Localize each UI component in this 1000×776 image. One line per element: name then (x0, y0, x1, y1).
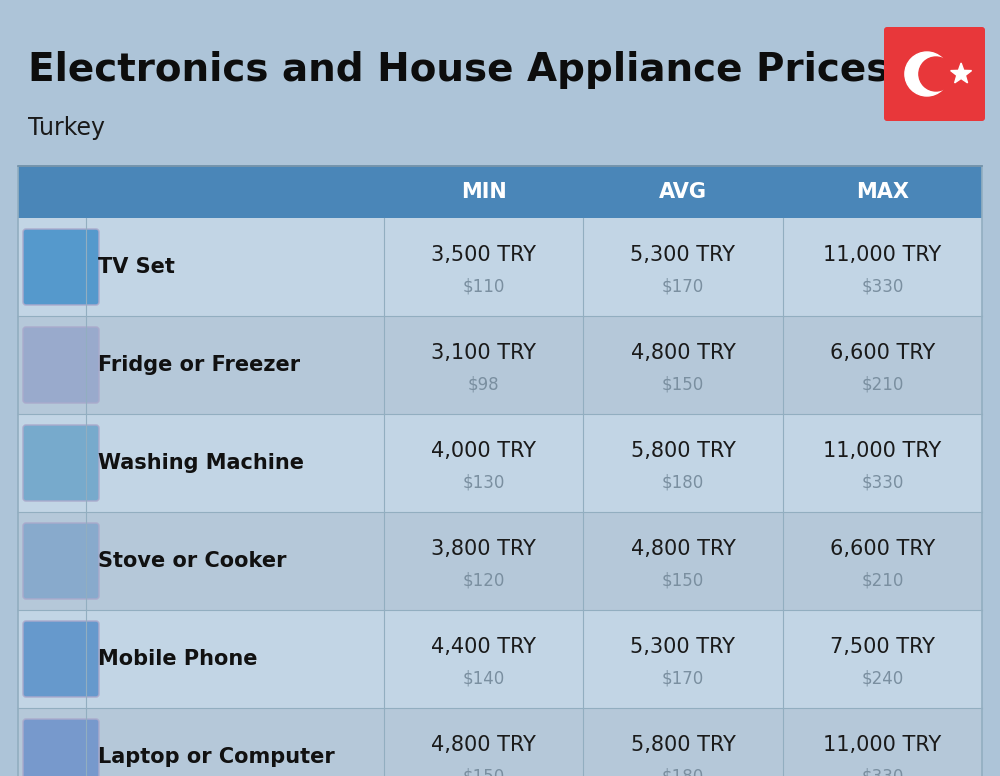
Text: 4,800 TRY: 4,800 TRY (631, 343, 735, 363)
Text: AVG: AVG (659, 182, 707, 202)
Text: Mobile Phone: Mobile Phone (98, 649, 258, 669)
Text: $240: $240 (861, 670, 903, 688)
FancyBboxPatch shape (23, 621, 99, 697)
Bar (18, 610, 982, 708)
Text: 6,600 TRY: 6,600 TRY (830, 343, 935, 363)
Circle shape (919, 57, 953, 91)
Text: $110: $110 (462, 278, 505, 296)
Text: 11,000 TRY: 11,000 TRY (823, 735, 941, 755)
Text: $98: $98 (468, 376, 499, 394)
FancyBboxPatch shape (23, 229, 99, 305)
Text: 11,000 TRY: 11,000 TRY (823, 245, 941, 265)
FancyBboxPatch shape (23, 327, 99, 403)
Text: 5,800 TRY: 5,800 TRY (631, 735, 735, 755)
Bar (18, 512, 982, 610)
Text: $170: $170 (662, 670, 704, 688)
Bar (18, 316, 982, 414)
FancyBboxPatch shape (23, 425, 99, 501)
Text: 4,800 TRY: 4,800 TRY (631, 539, 735, 559)
Text: 5,300 TRY: 5,300 TRY (631, 637, 736, 657)
FancyBboxPatch shape (23, 523, 99, 599)
Text: 4,800 TRY: 4,800 TRY (431, 735, 536, 755)
Text: $170: $170 (662, 278, 704, 296)
Bar (18, 218, 982, 316)
Bar (18, 414, 982, 512)
Text: $150: $150 (463, 768, 505, 776)
Text: 5,800 TRY: 5,800 TRY (631, 441, 735, 461)
Text: 3,500 TRY: 3,500 TRY (431, 245, 536, 265)
Text: $120: $120 (462, 572, 505, 590)
Text: $210: $210 (861, 572, 904, 590)
Text: Washing Machine: Washing Machine (98, 453, 304, 473)
Text: $180: $180 (662, 768, 704, 776)
Text: 6,600 TRY: 6,600 TRY (830, 539, 935, 559)
Text: $150: $150 (662, 572, 704, 590)
Text: $330: $330 (861, 278, 904, 296)
Text: $150: $150 (662, 376, 704, 394)
Text: MIN: MIN (461, 182, 507, 202)
Text: 7,500 TRY: 7,500 TRY (830, 637, 935, 657)
Text: 5,300 TRY: 5,300 TRY (631, 245, 736, 265)
Text: $130: $130 (462, 474, 505, 492)
Text: $180: $180 (662, 474, 704, 492)
Text: 11,000 TRY: 11,000 TRY (823, 441, 941, 461)
Text: $140: $140 (463, 670, 505, 688)
Text: 4,000 TRY: 4,000 TRY (431, 441, 536, 461)
Circle shape (905, 52, 949, 96)
FancyBboxPatch shape (884, 27, 985, 121)
Text: $210: $210 (861, 376, 904, 394)
Text: Turkey: Turkey (28, 116, 105, 140)
Text: TV Set: TV Set (98, 257, 175, 277)
Text: $330: $330 (861, 474, 904, 492)
Text: $330: $330 (861, 768, 904, 776)
Text: Laptop or Computer: Laptop or Computer (98, 747, 335, 767)
Bar (18, 708, 982, 776)
Text: Fridge or Freezer: Fridge or Freezer (98, 355, 300, 375)
Text: 3,100 TRY: 3,100 TRY (431, 343, 536, 363)
Text: Stove or Cooker: Stove or Cooker (98, 551, 287, 571)
Polygon shape (951, 63, 972, 83)
Text: MAX: MAX (856, 182, 909, 202)
Bar (18, 166, 982, 218)
Bar (18, 166, 982, 776)
FancyBboxPatch shape (23, 719, 99, 776)
Text: Electronics and House Appliance Prices: Electronics and House Appliance Prices (28, 51, 889, 89)
Text: 4,400 TRY: 4,400 TRY (431, 637, 536, 657)
Text: 3,800 TRY: 3,800 TRY (431, 539, 536, 559)
